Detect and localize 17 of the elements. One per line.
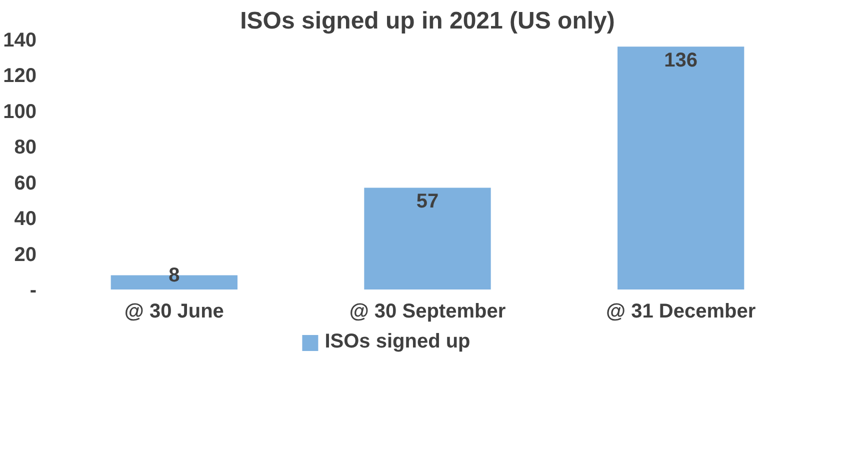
data-label: 57 (416, 190, 439, 213)
legend-label: ISOs signed up (324, 330, 470, 354)
y-tick-label: 100 (3, 100, 37, 123)
y-tick-label: 140 (3, 30, 37, 52)
y-tick-label: - (30, 280, 37, 302)
y-tick-label: 80 (14, 136, 37, 159)
x-tick-label: @ 31 December (606, 300, 756, 322)
bar (364, 188, 491, 290)
y-tick-label: 60 (14, 172, 37, 194)
y-tick-label: 20 (14, 244, 37, 266)
chart-title: ISOs signed up in 2021 (US only) (240, 8, 615, 34)
data-label: 136 (664, 50, 698, 72)
y-tick-label: 120 (3, 65, 37, 88)
x-tick-label: @ 30 June (124, 300, 224, 322)
x-tick-label: @ 30 September (349, 300, 506, 322)
y-tick-label: 40 (14, 208, 37, 230)
bar (618, 46, 744, 290)
